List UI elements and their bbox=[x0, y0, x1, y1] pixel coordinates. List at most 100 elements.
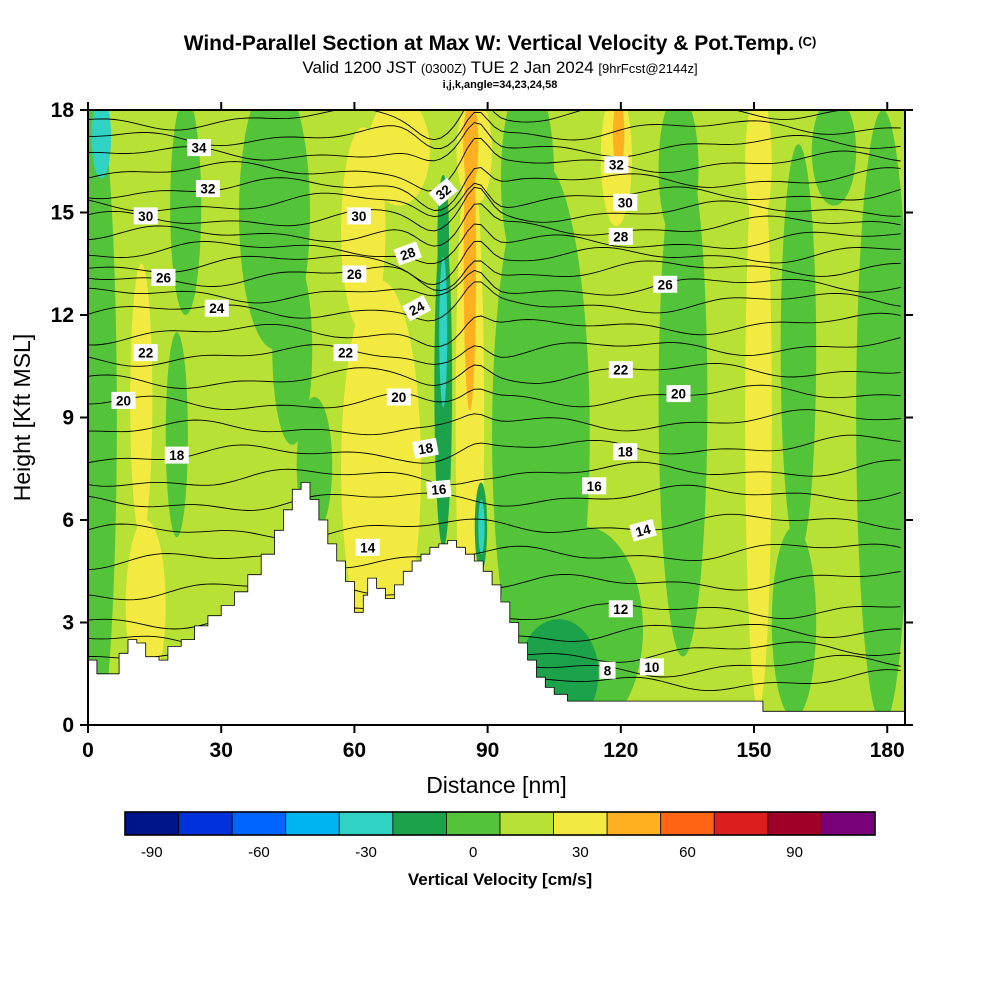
contour-label-box bbox=[111, 391, 136, 409]
colorbar-tick-label: 90 bbox=[786, 844, 803, 861]
grid-info-line: i,j,k,angle=34,23,24,58 bbox=[442, 79, 558, 91]
colorbar-border bbox=[124, 811, 876, 836]
isotherm-contour bbox=[88, 434, 901, 464]
contour-label: 22 bbox=[333, 344, 358, 362]
contour-label: 18 bbox=[164, 446, 189, 464]
contour-label: 22 bbox=[133, 344, 158, 362]
isotherm-contour bbox=[88, 459, 901, 487]
contour-label-text: 18 bbox=[417, 440, 435, 457]
contour-label-text: 32 bbox=[433, 182, 454, 203]
contour-label-text: 18 bbox=[169, 448, 185, 463]
isotherm-contour bbox=[88, 384, 901, 410]
colorbar-tick-label: 30 bbox=[572, 844, 589, 861]
colorbar-segment bbox=[660, 811, 715, 836]
contour-label: 26 bbox=[653, 275, 678, 293]
contour-label-box bbox=[428, 177, 458, 207]
shade-region bbox=[745, 127, 772, 708]
shade-region bbox=[165, 332, 188, 538]
shade-region bbox=[130, 263, 153, 538]
contour-label-text: 28 bbox=[613, 229, 629, 244]
isotherm-contour bbox=[88, 182, 901, 218]
contour-label: 28 bbox=[608, 227, 633, 245]
contour-label-text: 14 bbox=[634, 521, 653, 540]
contour-label: 26 bbox=[342, 265, 367, 283]
contour-label: 18 bbox=[412, 437, 439, 459]
colorbar-segment bbox=[606, 811, 662, 836]
contour-label-box bbox=[187, 139, 211, 157]
contour-label: 12 bbox=[608, 600, 633, 618]
contour-label-text: 22 bbox=[613, 363, 628, 378]
contour-label: 28 bbox=[393, 241, 422, 266]
isotherm-contour bbox=[88, 111, 901, 149]
isotherm-contour bbox=[88, 240, 901, 286]
contour-label: 20 bbox=[111, 391, 136, 409]
contour-label-text: 26 bbox=[156, 270, 172, 285]
colorbar: -90 -60 -30 0 30 60 90 Vertical Velocity [cm/s] bbox=[124, 811, 876, 889]
contour-label: 30 bbox=[133, 207, 158, 225]
contour-label-box bbox=[629, 518, 657, 542]
x-tick-label: 30 bbox=[210, 739, 233, 762]
isotherm-contour bbox=[88, 409, 901, 436]
colorbar-segment bbox=[446, 811, 501, 836]
contour-label-box bbox=[613, 193, 638, 211]
colorbar-segment bbox=[392, 811, 447, 836]
colorbar-segment bbox=[821, 811, 876, 836]
contour-label: 34 bbox=[187, 139, 211, 157]
chart-title-text: Wind-Parallel Section at Max W: Vertical… bbox=[183, 32, 795, 55]
contour-label-box bbox=[393, 241, 422, 266]
contour-label-box bbox=[204, 299, 229, 317]
x-tick-label: 60 bbox=[343, 739, 366, 762]
y-tick-label: 12 bbox=[51, 304, 74, 327]
contour-label-text: 18 bbox=[618, 445, 634, 460]
shade-region bbox=[771, 526, 817, 719]
valid-time-utc: (0300Z) bbox=[420, 61, 467, 76]
contour-label-text: 30 bbox=[351, 209, 366, 224]
contour-label-box bbox=[195, 180, 220, 198]
contour-label-box bbox=[355, 538, 380, 556]
shade-region bbox=[500, 110, 555, 281]
valid-time: Valid 1200 JST bbox=[302, 58, 421, 77]
colorbar-segment bbox=[178, 811, 233, 836]
contour-label: 32 bbox=[604, 156, 629, 174]
isotherm-contour bbox=[88, 167, 901, 211]
contour-label-box bbox=[133, 207, 158, 225]
isotherm-contour bbox=[88, 337, 901, 367]
colorbar-segment bbox=[231, 811, 287, 836]
shade-region bbox=[91, 110, 112, 179]
isotherm-contour bbox=[88, 260, 901, 291]
contour-label-box bbox=[608, 227, 633, 245]
isotherm-contour bbox=[88, 270, 901, 304]
chart-subtitle: Valid 1200 JST (0300Z) TUE 2 Jan 2024 [9… bbox=[0, 58, 1000, 78]
colorbar-segment bbox=[124, 811, 179, 836]
contour-label-text: 24 bbox=[407, 298, 428, 319]
forecast-info: [9hrFcst@2144z] bbox=[598, 61, 698, 76]
shade-region bbox=[367, 110, 430, 206]
contour-label-text: 22 bbox=[338, 346, 353, 361]
plot-area bbox=[88, 110, 905, 725]
contour-label-box bbox=[599, 661, 616, 679]
isotherm-contour bbox=[88, 362, 901, 389]
contour-label-text: 30 bbox=[138, 209, 153, 224]
contour-label-box bbox=[342, 265, 367, 283]
contour-label: 10 bbox=[639, 658, 664, 676]
contour-label-text: 24 bbox=[209, 301, 225, 316]
contour-label: 24 bbox=[402, 295, 432, 322]
contour-label: 14 bbox=[355, 538, 380, 556]
x-tick-label: 150 bbox=[737, 739, 772, 762]
contour-label-text: 26 bbox=[658, 277, 674, 292]
contour-label-box bbox=[151, 268, 176, 286]
isotherm-contour bbox=[88, 543, 901, 571]
colorbar-tick-label: -90 bbox=[141, 844, 163, 861]
contour-label: 32 bbox=[195, 180, 220, 198]
contour-label-text: 32 bbox=[609, 158, 624, 173]
contour-label: 30 bbox=[613, 193, 638, 211]
contour-label-text: 20 bbox=[116, 393, 131, 408]
contour-label-box bbox=[653, 275, 678, 293]
chart-header: Wind-Parallel Section at Max W: Vertical… bbox=[0, 32, 1000, 91]
x-tick-label: 0 bbox=[82, 739, 94, 762]
contour-label-text: 32 bbox=[200, 182, 215, 197]
x-axis-title: Distance [nm] bbox=[426, 772, 567, 798]
contour-label-text: 26 bbox=[347, 267, 363, 282]
y-tick-label: 0 bbox=[62, 714, 74, 737]
